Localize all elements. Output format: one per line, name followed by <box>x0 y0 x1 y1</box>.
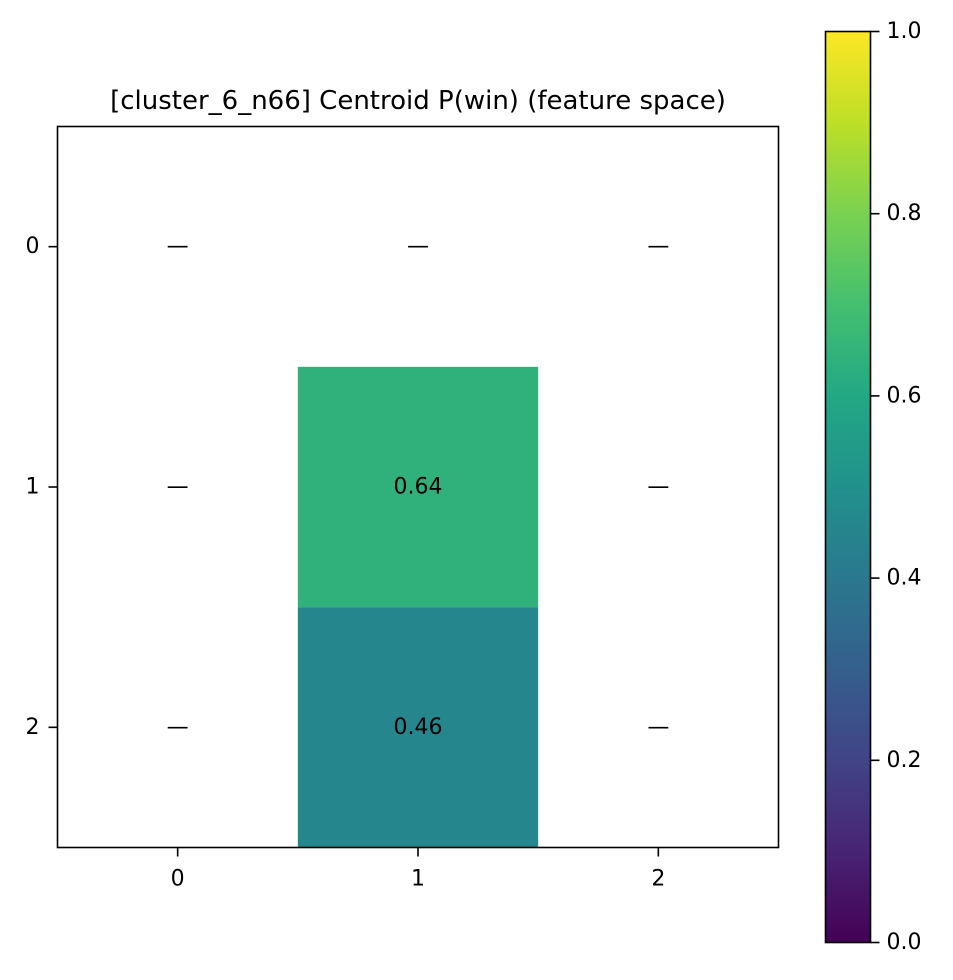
cell-missing-label-r1-c0: — <box>167 475 189 500</box>
x-axis: 0 1 2 <box>171 847 665 892</box>
colorbar <box>824 30 872 944</box>
cell-missing-label-r1-c2: — <box>647 475 669 500</box>
x-tick-label-1: 1 <box>411 867 425 892</box>
heatmap-cells <box>297 366 539 848</box>
cell-missing-label-r2-c2: — <box>647 715 669 740</box>
y-tick-label-0: 0 <box>26 234 40 259</box>
colorbar-tick-label-3: 0.6 <box>887 383 922 408</box>
colorbar-tick-label-0: 0.0 <box>887 930 922 955</box>
cell-value-label-r1-c1: 0.64 <box>394 475 443 500</box>
colorbar-axis: 0.0 0.2 0.4 0.6 0.8 1.0 <box>870 19 922 955</box>
cell-missing-label-r0-c2: — <box>647 234 669 259</box>
heatmap-cell-r1-c1 <box>297 366 539 608</box>
cell-missing-label-r0-c0: — <box>167 234 189 259</box>
x-tick-label-2: 2 <box>651 867 665 892</box>
colorbar-tick-label-5: 1.0 <box>887 19 922 44</box>
y-tick-label-2: 2 <box>26 715 40 740</box>
y-axis: 0 1 2 <box>26 234 58 740</box>
cell-missing-label-r2-c0: — <box>167 715 189 740</box>
chart-title: [cluster_6_n66] Centroid P(win) (feature… <box>110 86 726 116</box>
cell-missing-label-r0-c1: — <box>407 234 429 259</box>
heatmap-cell-r2-c1 <box>297 607 539 848</box>
heatmap-cell-labels: — — — — 0.64 — — 0.46 — <box>167 234 670 740</box>
colorbar-tick-label-1: 0.2 <box>887 748 922 773</box>
colorbar-tick-label-4: 0.8 <box>887 201 922 226</box>
x-tick-label-0: 0 <box>171 867 185 892</box>
y-tick-label-1: 1 <box>26 475 40 500</box>
colorbar-tick-label-2: 0.4 <box>887 566 922 591</box>
cell-value-label-r2-c1: 0.46 <box>394 715 443 740</box>
